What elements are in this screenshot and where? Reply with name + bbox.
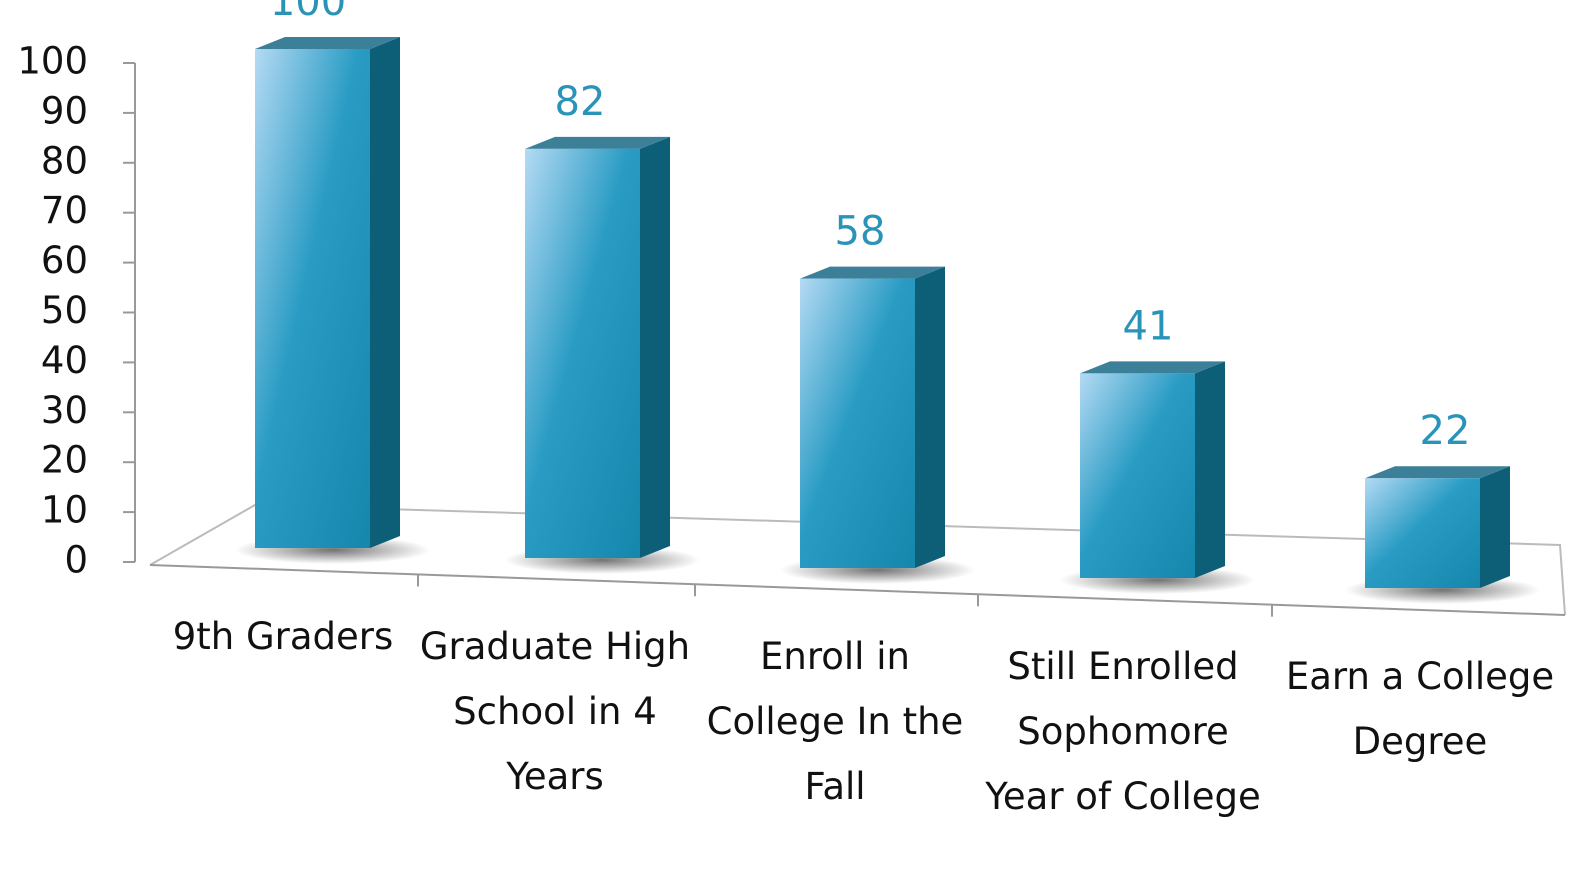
y-tick-label: 60 — [41, 239, 88, 282]
y-tick-label: 20 — [41, 439, 88, 482]
x-tick-label: Still Enrolled Sophomore Year of College — [985, 645, 1261, 818]
y-tick-label: 0 — [64, 539, 88, 582]
bar — [800, 278, 915, 568]
bar-top — [1365, 466, 1510, 479]
bar-side — [915, 266, 945, 568]
bar-side — [640, 136, 670, 558]
data-label: 22 — [1420, 408, 1471, 454]
y-tick-label: 40 — [41, 339, 88, 382]
x-tick-label: Graduate High School in 4 Years — [419, 625, 691, 798]
y-tick-label: 30 — [41, 389, 88, 432]
bar-side — [370, 37, 400, 548]
y-tick-label: 80 — [41, 139, 88, 182]
y-tick-label: 10 — [41, 489, 88, 532]
bar — [255, 49, 370, 548]
bar-top — [255, 37, 400, 49]
y-tick-label: 90 — [41, 89, 88, 132]
y-tick-label: 50 — [41, 289, 88, 332]
bar-top — [1080, 361, 1225, 374]
x-tick-label: Enroll in College In the Fall — [706, 635, 964, 808]
bar-top — [800, 266, 945, 279]
data-label: 82 — [555, 79, 606, 125]
data-label: 100 — [270, 0, 346, 25]
x-tick-label: Earn a College Degree — [1285, 655, 1555, 763]
data-label: 41 — [1123, 303, 1174, 349]
y-tick-label: 70 — [41, 189, 88, 232]
bar-side — [1195, 361, 1225, 578]
data-label: 58 — [835, 209, 886, 255]
bar-top — [525, 136, 670, 149]
x-axis-line — [149, 564, 1566, 616]
bar — [525, 148, 640, 558]
y-tick-label: 100 — [17, 40, 88, 83]
x-tick-label: 9th Graders — [172, 615, 394, 658]
bar — [1365, 478, 1480, 588]
bar-side — [1480, 466, 1510, 588]
bar — [1080, 373, 1195, 578]
